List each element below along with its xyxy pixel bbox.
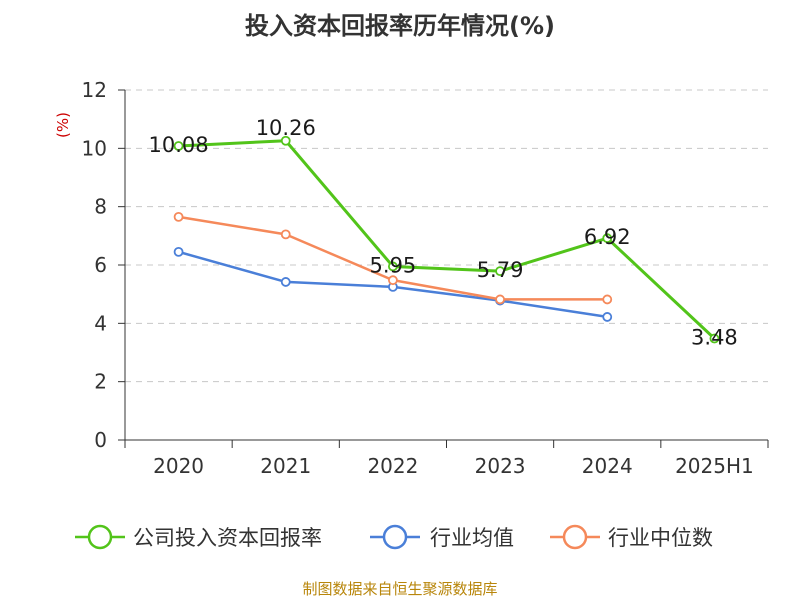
y-tick-label: 4 <box>94 311 107 335</box>
data-label: 5.79 <box>477 258 524 282</box>
data-point <box>388 275 398 286</box>
data-point <box>173 246 184 257</box>
legend-label: 公司投入资本回报率 <box>133 526 322 550</box>
data-point <box>495 266 505 277</box>
data-point <box>280 277 291 287</box>
x-tick-label: 2023 <box>475 454 526 478</box>
data-label: 10.26 <box>256 116 316 140</box>
series-0 <box>173 135 720 344</box>
y-tick-label: 2 <box>94 370 107 394</box>
legend-item-0: 公司投入资本回报率 <box>75 524 322 550</box>
x-tick-label: 2022 <box>367 454 418 478</box>
legend-marker <box>87 524 113 550</box>
data-point <box>602 312 613 322</box>
data-label: 5.95 <box>370 253 417 277</box>
data-point <box>173 141 184 151</box>
grid-lines <box>125 89 768 383</box>
series-layer <box>173 135 720 344</box>
series-line <box>178 139 716 340</box>
y-tick-label: 12 <box>82 78 107 102</box>
legend-label: 行业中位数 <box>608 526 713 550</box>
series-2 <box>173 211 613 305</box>
data-point <box>280 135 291 146</box>
legend-marker <box>382 524 408 550</box>
x-tick-label: 2021 <box>260 454 311 478</box>
data-label: 6.92 <box>584 225 631 249</box>
data-point <box>388 261 398 272</box>
data-point <box>173 211 184 222</box>
data-point <box>602 294 613 305</box>
y-tick-label: 8 <box>94 195 107 219</box>
data-point <box>602 233 613 244</box>
data-point <box>709 333 720 344</box>
chart-title: 投入资本回报率历年情况(%) <box>245 12 555 40</box>
legend-marker <box>562 524 588 550</box>
data-point <box>280 229 291 240</box>
legend-label: 行业均值 <box>430 526 514 550</box>
legend-item-1: 行业均值 <box>370 524 514 550</box>
data-labels: 10.08 10.26 5.95 5.79 6.92 3.48 <box>149 116 738 350</box>
source-note: 制图数据来自恒生聚源数据库 <box>302 580 498 598</box>
y-tick-label: 0 <box>94 428 107 452</box>
legend-item-2: 行业中位数 <box>550 524 713 550</box>
data-label: 3.48 <box>691 326 738 350</box>
y-tick-label: 6 <box>94 253 107 277</box>
y-tick-label: 10 <box>82 136 107 160</box>
x-tick-label: 2020 <box>153 454 204 478</box>
y-axis-unit-label: (%) <box>54 112 72 138</box>
x-tick-label: 2025H1 <box>675 454 754 478</box>
legend: 公司投入资本回报率 行业均值 行业中位数 <box>75 524 713 550</box>
x-tick-label: 2024 <box>582 454 633 478</box>
axes: 0 2 4 6 8 10 12 2020 2021 2022 2023 2024 2025H1 (%) <box>54 78 769 478</box>
data-point <box>495 294 505 305</box>
data-label: 10.08 <box>149 133 209 157</box>
